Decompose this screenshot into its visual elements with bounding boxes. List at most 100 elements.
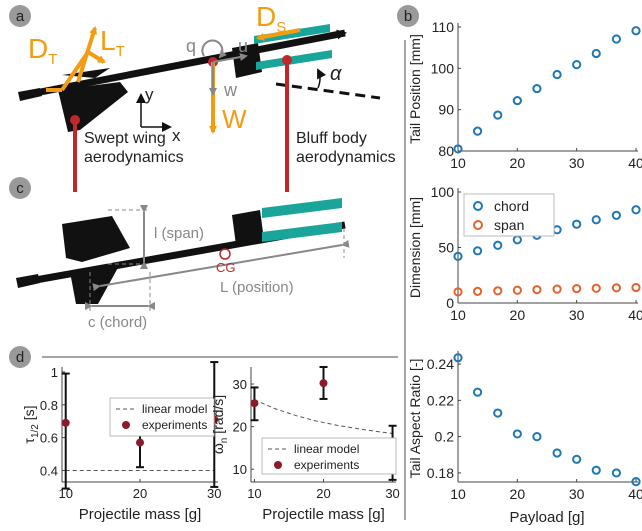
aspect_ratio-point [591, 465, 601, 475]
aspect_ratio-point [552, 448, 562, 458]
aspect_ratio-y-tick-label: 0.18 [427, 465, 454, 481]
omega_n-y-tick-label: 10 [233, 462, 247, 477]
omega_n-legend-dot [274, 461, 282, 469]
svg-text:a: a [16, 8, 25, 25]
dimension-chord-point [552, 225, 562, 235]
omega_n-x-label: Projectile mass [g] [262, 506, 385, 523]
dimension-y-label: Dimension [mm] [407, 197, 423, 298]
tail_position-point [512, 95, 522, 106]
aspect_ratio-y-tick-label: 0.22 [427, 392, 454, 408]
aspect_ratio-point [631, 477, 641, 487]
projectile-diagram-c [16, 198, 350, 312]
tau_half-y-label: τ1/2 [s] [21, 405, 41, 443]
tail_position-point [591, 48, 601, 59]
pitch-rate-label: q [186, 36, 196, 56]
dimension-span-point [532, 285, 542, 295]
omega_n-x-tick-label: 20 [316, 486, 330, 501]
weight-label: W [222, 104, 247, 134]
aspect_ratio-x-tick-label: 30 [569, 486, 585, 502]
dimension-x-tick-label: 40 [628, 307, 642, 323]
projectile-diagram-a [18, 24, 381, 192]
tail_position-x-tick-label: 40 [628, 155, 642, 171]
omega_n-legend-experiments-label: experiments [294, 458, 359, 472]
dimension-chord-point [512, 235, 522, 245]
tau_half-experiment-point [136, 438, 144, 447]
dimension-y-tick-label: 0 [446, 295, 454, 311]
dimension-span-point [493, 286, 503, 296]
tau_half-y-tick-label: 0.4 [40, 464, 58, 479]
aspect_ratio-x-label: Payload [g] [509, 509, 584, 526]
omega_n-linear-model-line [254, 399, 393, 434]
tail_position-y-tick-label: 90 [438, 102, 454, 118]
tau_half-y-tick-label: 0.6 [40, 431, 58, 446]
drag-sail-label: DS [256, 1, 286, 36]
dimension-chord-point [572, 219, 582, 229]
tail_position-point [453, 144, 463, 154]
aspect_ratio-point [572, 454, 582, 464]
tail_position-y-tick-label: 100 [431, 60, 455, 76]
dimension-span-point [512, 285, 522, 295]
dimension-span-point [472, 286, 483, 296]
omega_n-legend [261, 437, 397, 475]
tau_half-legend-experiments-label: experiments [142, 418, 207, 432]
panel-label-b: b [397, 5, 419, 27]
dimension-span-point [631, 282, 641, 293]
omega_n-x-tick-label: 10 [247, 486, 261, 501]
tau_half-legend [109, 397, 215, 437]
dimension-x-tick-label: 20 [510, 307, 526, 323]
swept-wing-label: Swept wing [84, 130, 166, 147]
tau_half-x-tick-label: 20 [133, 486, 147, 501]
dimension-span-point [572, 283, 582, 294]
tau_half-legend-model-label: linear model [142, 402, 207, 416]
dimension-span-point [611, 283, 622, 293]
lift-tail-label: LT [100, 25, 125, 60]
panel-label-d: d [9, 346, 31, 368]
dimension-chord-point [591, 215, 601, 225]
tail_position-point [532, 83, 542, 94]
dimension-x-tick-label: 10 [450, 307, 466, 323]
tail_position-y-tick-label: 110 [432, 19, 455, 35]
aspect_ratio-point [532, 432, 542, 442]
aspect_ratio-point [512, 429, 522, 439]
chord-label: c (chord) [88, 314, 147, 331]
drag-tail-label: DT [28, 33, 57, 68]
bluff-body-label: Bluff body [296, 130, 367, 147]
aspect_ratio-y-tick-label: 0.2 [435, 429, 455, 445]
svg-text:b: b [404, 8, 412, 25]
aspect_ratio-point [472, 387, 483, 397]
svg-text:c: c [16, 180, 24, 197]
omega_n-y-tick-label: 20 [233, 420, 247, 435]
velocity-u-label: u [238, 36, 248, 56]
tail_position-x-tick-label: 30 [569, 155, 585, 171]
dimension-chord-point [453, 251, 463, 261]
tail_position-point [572, 60, 582, 70]
span-label: l (span) [154, 225, 204, 242]
tail_position-point [472, 126, 483, 136]
svg-text:d: d [16, 349, 24, 366]
tail_position-point [552, 69, 562, 80]
dimension-span-point [591, 283, 601, 293]
dimension-span-point [453, 287, 463, 297]
aspect_ratio-point [611, 468, 622, 478]
dimension-chord-point [493, 240, 503, 250]
velocity-w-label: w [223, 80, 238, 100]
tau_half-y-tick-label: 1 [51, 365, 58, 380]
aspect_ratio-x-tick-label: 20 [510, 486, 526, 502]
dimension-chord-point [611, 210, 622, 220]
position-label: L (position) [220, 279, 294, 296]
dimension-y-tick-label: 100 [431, 184, 455, 200]
tau_half-legend-dot [122, 421, 130, 429]
tail_position-point [611, 34, 622, 44]
omega_n-experiment-point [250, 399, 259, 408]
tail_position-y-label: Tail Position [mm] [407, 34, 423, 144]
panel-label-c: c [9, 177, 31, 199]
aspect_ratio-x-tick-label: 40 [628, 486, 642, 502]
tau_half-x-tick-label: 10 [58, 486, 72, 501]
tau_half-x-label: Projectile mass [g] [79, 506, 202, 523]
dimension-legend-marker [473, 220, 483, 230]
tail_position-x-tick-label: 10 [450, 155, 466, 171]
swept-wing-label-line2: aerodynamics [84, 149, 184, 166]
tail_position-point [493, 110, 503, 120]
